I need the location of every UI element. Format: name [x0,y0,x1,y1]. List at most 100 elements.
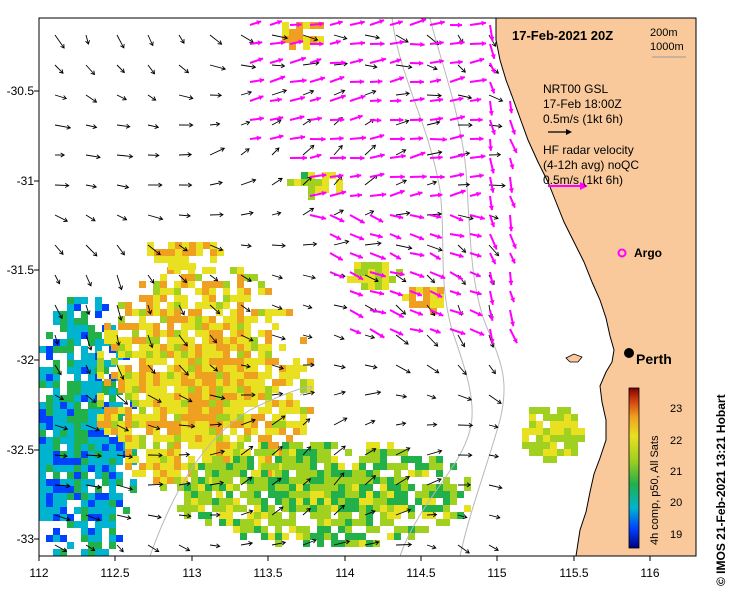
sst-cell [88,339,95,346]
sst-cell [195,400,202,407]
sst-cell [167,407,174,414]
sst-cell [109,395,116,402]
hf-radar-arrowhead [299,115,305,120]
sst-cell [303,498,310,505]
sst-cell [146,295,153,302]
sst-cell [95,514,102,521]
sst-cell [160,288,167,295]
sst-cell [387,477,394,484]
sst-cell [226,470,233,477]
sst-cell [244,421,251,428]
hf-radar-arrowhead [480,154,486,160]
sst-cell [300,365,307,372]
hf-radar-arrowhead [399,39,405,45]
sst-cell [81,472,88,479]
sst-cell [331,533,338,540]
sst-cell [167,456,174,463]
map-date-title: 17-Feb-2021 20Z [512,28,614,43]
sst-cell [272,386,279,393]
sst-cell [279,309,286,316]
sst-cell [233,498,240,505]
sst-cell [331,540,338,547]
sst-cell [202,421,209,428]
sst-cell [116,472,123,479]
sst-cell [268,505,275,512]
current-arrow [364,64,377,68]
sst-cell [387,463,394,470]
hf-radar-arrowhead [479,57,485,63]
sst-cell [181,274,188,281]
sst-cell [408,484,415,491]
sst-cell [564,414,571,421]
sst-cell [216,414,223,421]
current-arrowhead [120,43,125,49]
hf-radar-arrowhead [316,96,321,102]
current-arrowhead [374,540,380,546]
sst-cell [74,556,81,563]
sst-cell [279,400,286,407]
sst-cell [95,381,102,388]
current-arrowhead [310,362,315,368]
sst-cell [251,337,258,344]
hf-radar-arrowhead [476,290,482,296]
sst-cell [429,456,436,463]
sst-cell [289,491,296,498]
current-arrow [54,244,64,255]
current-arrow [426,274,435,283]
current-arrowhead [97,453,102,459]
sst-cell [74,472,81,479]
sst-cell [60,479,67,486]
hf-radar-arrowhead [436,234,442,239]
sst-cell [223,337,230,344]
sst-cell [300,428,307,435]
sst-cell [81,556,88,563]
hf-radar-arrowhead [360,40,365,46]
sst-cell [53,318,60,325]
current-arrowhead [430,278,436,284]
sst-cell [109,507,116,514]
sst-cell [74,430,81,437]
sst-cell [223,400,230,407]
sst-cell [53,367,60,374]
current-arrow [426,151,442,156]
sst-cell [202,316,209,323]
current-arrowhead [277,305,283,311]
sst-cell [240,533,247,540]
sst-cell [317,498,324,505]
sst-cell [74,507,81,514]
current-arrowhead [405,210,411,216]
sst-cell [202,428,209,435]
sst-cell [272,358,279,365]
sst-cell [394,491,401,498]
current-arrowhead [282,88,288,94]
sst-cell [296,29,303,36]
current-arrow [271,244,286,247]
current-arrowhead [344,239,350,245]
sst-cell [109,472,116,479]
sst-cell [223,393,230,400]
sst-cell [258,449,265,456]
sst-cell [464,505,471,512]
sst-cell [382,276,389,283]
hf-radar-arrowhead [489,300,495,305]
current-arrowhead [87,345,93,351]
sst-cell [216,428,223,435]
current-arrow [178,394,193,402]
current-arrowhead [370,419,376,425]
hf-radar-arrowhead [302,78,307,84]
sst-cell [97,365,104,372]
sst-cell [247,498,254,505]
current-arrowhead [339,472,345,478]
sst-cell [184,505,191,512]
sst-cell [60,549,67,556]
sst-cell [46,507,53,514]
hf-radar-arrowhead [479,331,485,336]
sst-cell [450,498,457,505]
sst-cell [74,297,81,304]
sst-cell [88,549,95,556]
sst-cell [167,477,174,484]
current-arrowhead [309,89,315,95]
sst-cell [46,423,53,430]
current-arrow [209,364,218,372]
current-arrow [333,417,348,426]
